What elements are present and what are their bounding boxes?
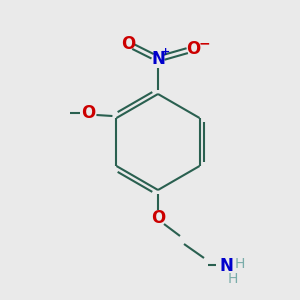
Text: O: O — [151, 209, 165, 227]
Text: +: + — [160, 47, 169, 57]
Text: −: − — [198, 36, 210, 50]
Text: O: O — [121, 35, 135, 53]
Text: N: N — [151, 50, 165, 68]
Text: O: O — [81, 104, 96, 122]
Text: N: N — [219, 257, 233, 275]
Text: H: H — [235, 257, 245, 271]
Text: O: O — [186, 40, 200, 58]
Text: H: H — [228, 272, 238, 286]
